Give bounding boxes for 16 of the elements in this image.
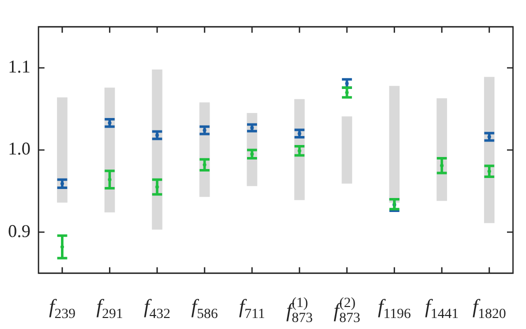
y-tick-label: 0.9 [8, 220, 30, 241]
bar [342, 116, 352, 184]
bar [436, 98, 448, 201]
x-tick-label: f$_{239}$ [48, 296, 76, 323]
x-tick-label: f$_{291}$ [96, 296, 123, 323]
x-tick-label: f$_{1196}$ [378, 296, 411, 323]
y-tick-label: 1.0 [8, 138, 30, 159]
x-tick-label: f$_{586}$ [191, 296, 218, 323]
x-tick-label: f$_{1820}$ [472, 296, 506, 323]
x-tick-label: f$_{711}$ [238, 296, 266, 323]
bar [389, 86, 400, 203]
y-tick-label: 1.1 [8, 56, 30, 77]
bar [57, 97, 68, 203]
x-tick-label: f$_{1441}$ [425, 296, 459, 323]
x-tick-label: f$_{432}$ [144, 296, 170, 323]
point [340, 86, 354, 99]
